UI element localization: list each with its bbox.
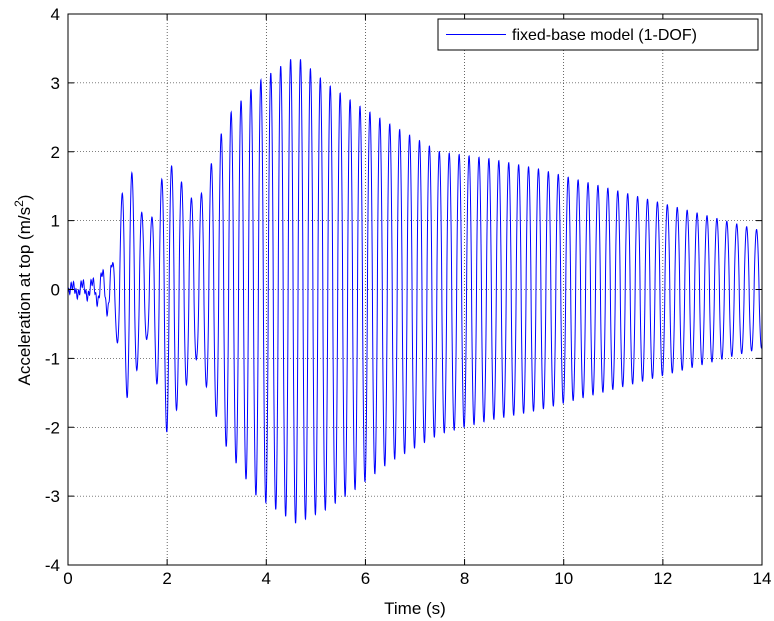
- y-axis-label: Acceleration at top (m/s2): [12, 195, 34, 386]
- y-tick-label: 2: [51, 143, 60, 162]
- x-tick-label: 2: [162, 569, 171, 588]
- y-tick-label: -4: [45, 556, 60, 575]
- legend-label: fixed-base model (1-DOF): [512, 27, 697, 44]
- x-tick-label: 0: [63, 569, 72, 588]
- x-tick-label: 10: [554, 569, 573, 588]
- y-tick-label: -1: [45, 349, 60, 368]
- x-tick-label: 12: [653, 569, 672, 588]
- y-axis-label-superscript: 2: [12, 200, 26, 207]
- y-tick-label: 3: [51, 74, 60, 93]
- y-tick-label: 0: [51, 281, 60, 300]
- y-tick-label: -3: [45, 487, 60, 506]
- x-tick-label: 14: [753, 569, 772, 588]
- y-tick-label: 1: [51, 212, 60, 231]
- x-tick-label: 8: [460, 569, 469, 588]
- x-axis-label: Time (s): [384, 599, 446, 618]
- series-line: [67, 58, 763, 524]
- legend: fixed-base model (1-DOF): [437, 18, 759, 51]
- ticks: [67, 13, 763, 566]
- y-tick-label: -2: [45, 418, 60, 437]
- y-axis-label-close: ): [15, 195, 34, 201]
- series-layer: [67, 58, 763, 524]
- x-tick-label: 6: [361, 569, 370, 588]
- y-tick-labels: -4 -3 -2 -1 0 1 2 3 4: [45, 5, 60, 575]
- x-tick-label: 4: [262, 569, 271, 588]
- x-tick-labels: 0 2 4 6 8 10 12 14: [63, 569, 771, 588]
- y-axis-label-main: Acceleration at top (m/s: [15, 207, 34, 386]
- y-tick-label: 4: [51, 5, 60, 24]
